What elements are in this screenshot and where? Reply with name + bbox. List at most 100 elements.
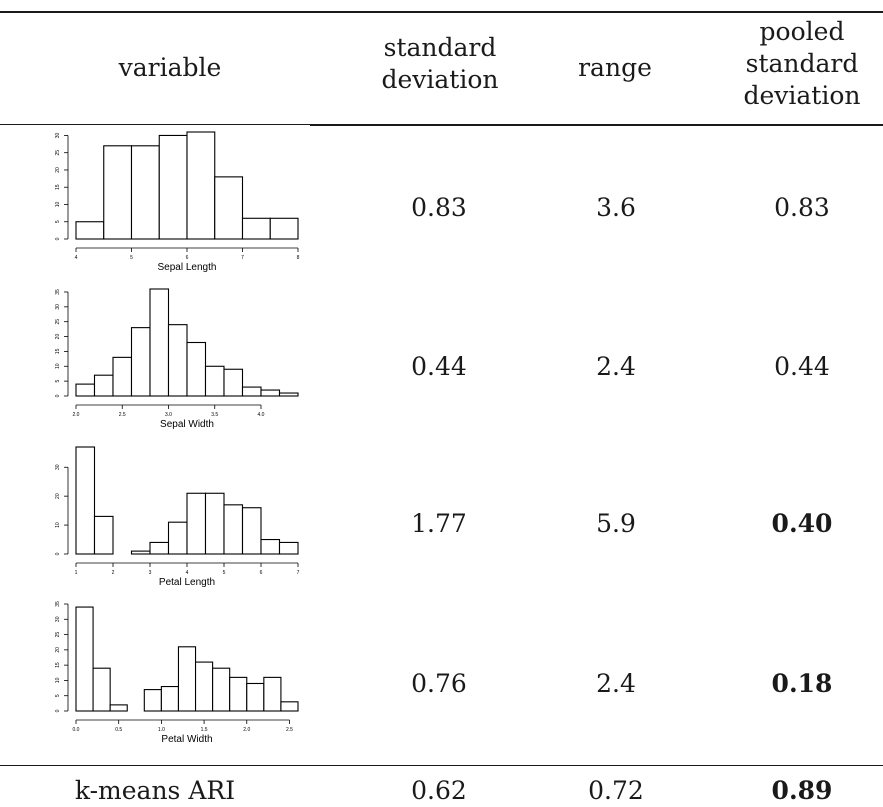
y-tick-label: 0 (55, 394, 61, 397)
x-tick-label: 2.0 (73, 412, 80, 418)
histogram-bar (93, 515, 114, 555)
histogram-bar (177, 646, 197, 712)
x-tick-label: 2.0 (243, 727, 250, 733)
histogram-petal-width: 0 5 10 15 20 25 30 35 0.0 0.5 1.0 1.5 2.0 2.5 Petal Wi… (55, 601, 299, 745)
y-tick-label: 30 (55, 616, 61, 622)
y-tick-label: 15 (55, 184, 61, 190)
histogram-bar (130, 550, 151, 555)
histogram-bar (75, 446, 96, 555)
x-tick-label: 4 (75, 255, 78, 261)
header-pooled-line-1: pooled (759, 17, 845, 46)
x-tick-label: 3 (149, 570, 152, 576)
x-tick-label: 6 (260, 570, 263, 576)
header-variable: variable (100, 52, 240, 84)
histogram-bar (223, 504, 244, 555)
header-range-text: range (578, 53, 652, 82)
y-tick-label: 30 (55, 464, 61, 470)
histogram-bar (214, 176, 244, 240)
histogram-bar (260, 538, 281, 555)
header-range: range (560, 52, 670, 84)
x-tick-label: 1.0 (158, 727, 165, 733)
y-tick-label: 20 (55, 334, 61, 340)
y-tick-label: 30 (55, 132, 61, 138)
histogram-bar (212, 667, 231, 712)
histogram-bar (204, 492, 225, 555)
histogram-bar (158, 134, 188, 240)
histogram-bar (241, 507, 262, 555)
y-tick-label: 0 (55, 237, 61, 240)
y-tick-label: 10 (55, 363, 61, 369)
histogram-bar (143, 689, 162, 712)
histogram-bar (241, 386, 262, 397)
row-1-standard-deviation: 0.83 (411, 193, 467, 222)
histogram-bar (160, 685, 180, 712)
y-tick-label: 15 (55, 348, 61, 354)
x-tick-label: 0.5 (115, 727, 122, 733)
x-tick-label: 1 (75, 570, 78, 576)
header-variable-text: variable (118, 53, 222, 82)
row-1-pooled-standard-deviation: 0.83 (774, 193, 830, 222)
x-tick-label: 8 (297, 255, 300, 261)
y-tick-label: 35 (55, 601, 61, 607)
x-tick-label: 2.5 (286, 727, 293, 733)
histogram-sepal-width: 0 5 10 15 20 25 30 35 2.0 2.5 3.0 3.5 4.0 Sepal Width (55, 288, 299, 430)
histogram-bar (280, 701, 299, 712)
histogram-bar (263, 676, 282, 712)
row-4-range: 2.4 (596, 669, 636, 698)
histogram-bar (75, 221, 105, 240)
y-tick-label: 0 (55, 552, 61, 555)
histogram-bar (149, 541, 170, 555)
histogram-bar (186, 492, 207, 555)
y-tick-label: 25 (55, 150, 61, 156)
x-axis-label: Petal Width (161, 734, 212, 745)
x-tick-label: 1.5 (201, 727, 208, 733)
row-1-range: 3.6 (596, 193, 636, 222)
y-tick-label: 5 (55, 694, 61, 697)
x-tick-label: 4 (186, 570, 189, 576)
histogram-bar (186, 131, 216, 240)
y-tick-label: 30 (55, 304, 61, 310)
x-tick-label: 7 (297, 570, 300, 576)
histogram-bar (186, 341, 207, 397)
histogram-bar (229, 676, 248, 712)
histogram-bar (278, 541, 299, 555)
histogram-bar (92, 667, 111, 712)
header-standard-deviation: standard deviation (360, 32, 520, 96)
histogram-bar (204, 365, 225, 397)
row-2-range: 2.4 (596, 352, 636, 381)
histogram-bar (269, 217, 299, 240)
top-rule (0, 11, 883, 13)
row-2-standard-deviation: 0.44 (411, 352, 467, 381)
histogram-bar (109, 704, 128, 712)
histogram-bar (246, 682, 265, 712)
histogram-bar (260, 389, 281, 397)
y-tick-label: 20 (55, 493, 61, 499)
y-tick-label: 25 (55, 319, 61, 325)
histogram-bar (75, 383, 96, 397)
histogram-bar (112, 356, 133, 397)
y-tick-label: 35 (55, 289, 61, 295)
y-tick-label: 25 (55, 632, 61, 638)
footer-pooled-standard-deviation: 0.89 (771, 776, 833, 805)
histogram-bar (194, 661, 214, 712)
x-tick-label: 5 (130, 255, 133, 261)
row-4-standard-deviation: 0.76 (411, 669, 467, 698)
histogram-bar (278, 392, 299, 397)
histogram-bar (149, 288, 170, 397)
footer-label: k-means ARI (74, 776, 236, 805)
histogram-bar (167, 324, 188, 397)
histogram-bar (103, 145, 133, 240)
x-tick-label: 3.5 (211, 412, 218, 418)
histogram-bar (75, 606, 94, 712)
header-sd-line-1: standard (383, 33, 497, 62)
footer-standard-deviation: 0.62 (411, 776, 467, 805)
row-4-pooled-standard-deviation: 0.18 (771, 669, 833, 698)
histogram-bar (130, 145, 160, 240)
y-tick-label: 5 (55, 220, 61, 223)
y-tick-label: 15 (55, 662, 61, 668)
y-tick-label: 10 (55, 522, 61, 528)
row-2-pooled-standard-deviation: 0.44 (774, 352, 830, 381)
histogram-bar (130, 327, 151, 397)
histogram-bar (167, 521, 188, 555)
x-tick-label: 2.5 (119, 412, 126, 418)
